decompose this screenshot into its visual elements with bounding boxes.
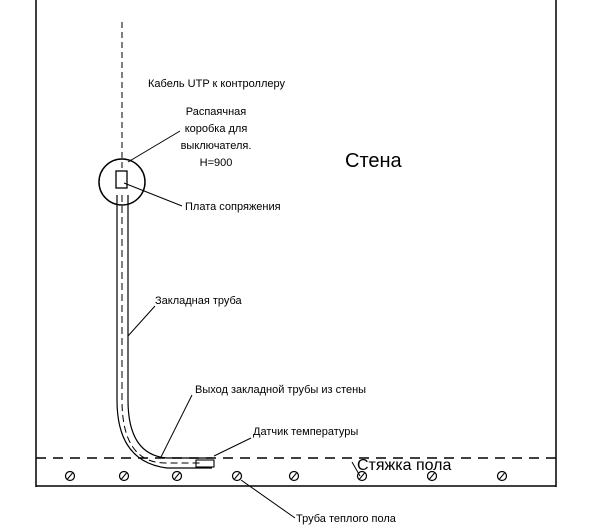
heating-pipe-section — [288, 470, 300, 482]
heating-pipe-section — [118, 470, 130, 482]
floor-heating-pipes — [64, 470, 508, 482]
leader-screed — [351, 461, 361, 477]
temperature-sensor — [195, 459, 215, 468]
heating-pipe-section — [231, 470, 243, 482]
leader-temp-sensor — [213, 437, 252, 457]
junction-box-label-line-4: H=900 — [200, 157, 233, 169]
heating-pipe-section — [171, 470, 183, 482]
interface-board-label: Плата сопряжения — [185, 201, 281, 213]
junction-box-label-line-2: коробка для — [185, 123, 248, 135]
heating-pipe-section — [496, 470, 508, 482]
floor-heating-pipe-label: Труба теплого пола — [296, 513, 397, 525]
junction-box-label: Распаячная коробка для выключателя. H=90… — [181, 106, 252, 169]
heating-pipe-section — [64, 470, 76, 482]
wall-outline — [35, 0, 557, 487]
cable-label: Кабель UTP к контроллеру — [148, 78, 285, 90]
temp-sensor-label: Датчик температуры — [253, 426, 358, 438]
leader-junction-box — [127, 130, 181, 163]
wall-label: Стена — [345, 150, 403, 172]
interface-board-rect — [115, 170, 128, 189]
leader-pipe-exit — [160, 394, 193, 458]
pipe-exit-label: Выход закладной трубы из стены — [195, 384, 366, 396]
leader-heating-pipe — [240, 479, 296, 519]
leader-embedded-pipe — [127, 305, 156, 337]
junction-box-label-line-3: выключателя. — [181, 140, 252, 152]
floor-screed-label: Стяжка пола — [357, 457, 451, 474]
heating-pipe-section — [356, 470, 368, 482]
junction-box-circle — [98, 158, 146, 206]
junction-box-label-line-1: Распаячная — [186, 106, 247, 118]
embedded-pipe-label: Закладная труба — [155, 295, 243, 307]
leader-interface-board — [123, 182, 183, 207]
embedded-pipe — [116, 195, 212, 469]
heating-pipe-section — [426, 470, 438, 482]
leader-lines — [123, 130, 361, 519]
